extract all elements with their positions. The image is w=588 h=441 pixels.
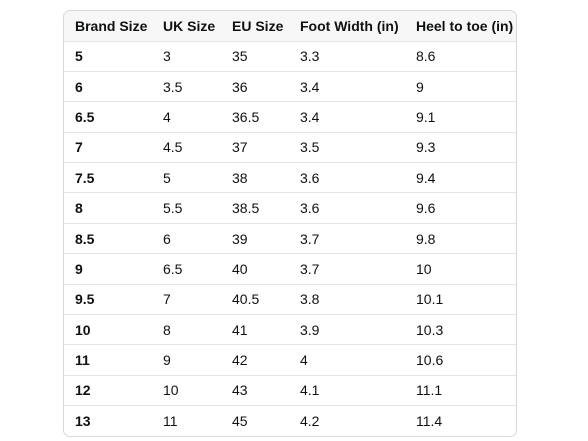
cell-brand-size: 5 (75, 48, 83, 65)
cell-eu-size: 35 (232, 48, 248, 65)
cell-uk-size: 11 (163, 413, 178, 430)
cell-brand-size: 9 (75, 260, 83, 277)
table-row: 9 6.5 40 3.7 10 (64, 253, 516, 284)
cell-heel-to-toe: 9.8 (416, 230, 436, 247)
table-row: 10 8 41 3.9 10.3 (64, 314, 516, 345)
cell-heel-to-toe: 8.6 (416, 48, 436, 65)
table-row: 11 9 42 4 10.6 (64, 344, 516, 375)
cell-heel-to-toe: 10.3 (416, 321, 444, 338)
cell-uk-size: 5 (163, 169, 171, 186)
cell-brand-size: 13 (75, 413, 91, 430)
cell-uk-size: 4.5 (163, 139, 183, 156)
cell-uk-size: 10 (163, 382, 179, 399)
cell-heel-to-toe: 9 (416, 78, 424, 95)
table-row: 8.5 6 39 3.7 9.8 (64, 223, 516, 253)
cell-uk-size: 4 (163, 108, 171, 125)
cell-brand-size: 7.5 (75, 169, 95, 186)
cell-eu-size: 37 (232, 139, 248, 156)
table-row: 12 10 43 4.1 11.1 (64, 375, 516, 405)
cell-eu-size: 38.5 (232, 200, 260, 217)
cell-heel-to-toe: 10.6 (416, 352, 444, 369)
cell-uk-size: 3.5 (163, 78, 183, 95)
table-row: 5 3 35 3.3 8.6 (64, 41, 516, 71)
table-row: 7.5 5 38 3.6 9.4 (64, 162, 516, 193)
cell-uk-size: 7 (163, 291, 171, 308)
cell-eu-size: 40.5 (232, 291, 260, 308)
table-row: 8 5.5 38.5 3.6 9.6 (64, 192, 516, 223)
header-eu-size: EU Size (232, 17, 284, 34)
table-row: 9.5 7 40.5 3.8 10.1 (64, 284, 516, 314)
cell-foot-width: 3.7 (300, 230, 320, 247)
cell-brand-size: 8 (75, 200, 83, 217)
size-chart-table: Brand Size UK Size EU Size Foot Width (i… (64, 11, 516, 436)
cell-heel-to-toe: 9.3 (416, 139, 436, 156)
cell-eu-size: 40 (232, 260, 248, 277)
cell-brand-size: 7 (75, 139, 83, 156)
cell-uk-size: 8 (163, 321, 171, 338)
cell-heel-to-toe: 11.1 (416, 382, 443, 399)
cell-foot-width: 3.6 (300, 200, 320, 217)
cell-uk-size: 6 (163, 230, 171, 247)
cell-eu-size: 36.5 (232, 108, 260, 125)
cell-foot-width: 4.2 (300, 413, 320, 430)
cell-heel-to-toe: 9.6 (416, 200, 436, 217)
cell-foot-width: 3.4 (300, 108, 320, 125)
cell-brand-size: 9.5 (75, 291, 95, 308)
cell-eu-size: 41 (232, 321, 248, 338)
cell-eu-size: 42 (232, 352, 248, 369)
cell-brand-size: 12 (75, 382, 91, 399)
header-uk-size: UK Size (163, 17, 216, 34)
header-foot-width: Foot Width (in) (300, 17, 399, 34)
cell-heel-to-toe: 10.1 (416, 291, 444, 308)
table-row: 6 3.5 36 3.4 9 (64, 71, 516, 101)
cell-foot-width: 3.8 (300, 291, 320, 308)
table-header-row: Brand Size UK Size EU Size Foot Width (i… (64, 11, 516, 41)
cell-brand-size: 8.5 (75, 230, 95, 247)
cell-foot-width: 3.3 (300, 48, 320, 65)
table-row: 6.5 4 36.5 3.4 9.1 (64, 101, 516, 132)
cell-eu-size: 38 (232, 169, 248, 186)
cell-heel-to-toe: 10 (416, 260, 432, 277)
cell-brand-size: 11 (75, 352, 90, 369)
cell-heel-to-toe: 9.1 (416, 108, 436, 125)
cell-eu-size: 43 (232, 382, 248, 399)
cell-brand-size: 10 (75, 321, 91, 338)
cell-eu-size: 45 (232, 413, 248, 430)
cell-foot-width: 3.6 (300, 169, 320, 186)
cell-heel-to-toe: 11.4 (416, 413, 443, 430)
cell-foot-width: 3.7 (300, 260, 320, 277)
cell-eu-size: 39 (232, 230, 248, 247)
cell-uk-size: 9 (163, 352, 171, 369)
cell-brand-size: 6.5 (75, 108, 95, 125)
size-chart-card: Brand Size UK Size EU Size Foot Width (i… (63, 10, 517, 437)
cell-brand-size: 6 (75, 78, 83, 95)
cell-uk-size: 6.5 (163, 260, 183, 277)
table-row: 13 11 45 4.2 11.4 (64, 405, 516, 436)
cell-foot-width: 4.1 (300, 382, 320, 399)
cell-uk-size: 3 (163, 48, 171, 65)
cell-uk-size: 5.5 (163, 200, 183, 217)
cell-foot-width: 4 (300, 352, 308, 369)
header-brand-size: Brand Size (75, 17, 148, 34)
cell-heel-to-toe: 9.4 (416, 169, 436, 186)
table-body: 5 3 35 3.3 8.6 6 3.5 36 3.4 9 6.5 4 36.5 3.4 9.1 7 4.5 37… (64, 41, 516, 436)
cell-foot-width: 3.5 (300, 139, 320, 156)
table-row: 7 4.5 37 3.5 9.3 (64, 132, 516, 162)
cell-foot-width: 3.4 (300, 78, 320, 95)
header-heel-to-toe: Heel to toe (in) (416, 17, 514, 34)
cell-foot-width: 3.9 (300, 321, 320, 338)
cell-eu-size: 36 (232, 78, 248, 95)
